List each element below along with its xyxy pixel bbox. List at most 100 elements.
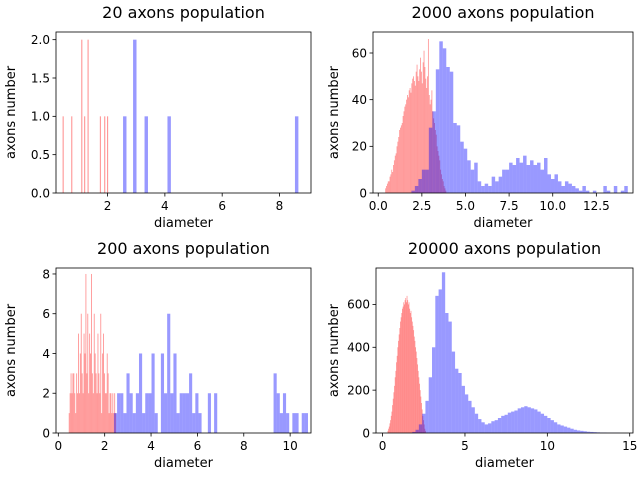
bar (411, 317, 413, 433)
y-tick-label: 1.5 (31, 71, 50, 85)
bar (126, 373, 130, 433)
bar (620, 190, 625, 193)
bar (409, 88, 411, 193)
bar (104, 116, 106, 193)
bar (516, 158, 520, 193)
bar (401, 313, 403, 433)
bar (167, 116, 171, 193)
bar (415, 351, 417, 433)
bar (324, 413, 327, 433)
bar (399, 328, 401, 433)
bar (446, 67, 450, 193)
bar (414, 81, 415, 193)
chart-title: 2000 axons population (411, 3, 594, 22)
bar (435, 134, 437, 193)
bar (398, 137, 400, 193)
bar (392, 172, 394, 193)
bar (606, 190, 611, 193)
bar (399, 130, 401, 193)
bar (386, 183, 388, 193)
bar (567, 427, 571, 433)
bar (419, 383, 420, 433)
bar (435, 295, 439, 433)
bar (406, 99, 408, 193)
y-tick-label: 0 (42, 426, 50, 440)
bar (422, 413, 426, 433)
bar (396, 362, 397, 433)
bar (115, 413, 117, 433)
bar (530, 160, 534, 193)
bar (394, 385, 395, 433)
bar (425, 169, 429, 193)
y-tick-label: 8 (42, 267, 50, 281)
bar (68, 413, 70, 433)
bar (111, 413, 113, 433)
bar (624, 186, 628, 193)
bar (86, 373, 88, 433)
bar (560, 425, 564, 433)
bar (432, 347, 436, 433)
bar (578, 190, 583, 193)
bar (436, 146, 438, 193)
bar (94, 353, 96, 433)
bar (419, 69, 421, 193)
bar (133, 39, 137, 193)
bar (442, 48, 447, 193)
bar (179, 393, 183, 433)
y-tick-label: 0.5 (31, 148, 50, 162)
x-tick-label: 12.5 (583, 199, 610, 213)
bar (433, 118, 435, 193)
bar (425, 78, 427, 193)
bar (113, 413, 118, 433)
bar (342, 413, 345, 433)
x-tick-label: 0 (379, 439, 387, 453)
bar (75, 413, 77, 433)
bar (533, 165, 538, 193)
bar (89, 333, 91, 433)
bar (100, 313, 102, 433)
bar (398, 334, 400, 433)
bar (554, 174, 558, 193)
bar (570, 428, 574, 433)
bar (441, 174, 442, 193)
bar (76, 373, 78, 433)
bar (519, 162, 524, 193)
x-tick-label: 8 (240, 439, 248, 453)
bar (295, 413, 299, 433)
bar (530, 408, 535, 433)
bar (540, 169, 545, 193)
bar (441, 272, 446, 433)
bar (514, 410, 518, 433)
bar (405, 298, 407, 433)
y-axis-label: axons number (4, 65, 19, 159)
bar (564, 181, 569, 193)
bar (491, 176, 496, 193)
bar (432, 111, 434, 193)
y-tick-label: 200 (347, 383, 370, 397)
bars-1 (385, 39, 628, 193)
bar (478, 419, 482, 433)
bar (498, 176, 503, 193)
bar (389, 423, 391, 433)
bar (403, 302, 405, 433)
x-tick-label: 7.5 (500, 199, 519, 213)
bar (397, 347, 399, 433)
bar (87, 313, 89, 433)
bars-3 (387, 272, 620, 433)
bar (109, 393, 111, 433)
bar (413, 336, 415, 433)
bar (553, 422, 558, 433)
bar (91, 373, 93, 433)
bar (571, 186, 576, 193)
bar (71, 393, 73, 433)
bar (407, 300, 409, 433)
bar (79, 353, 81, 433)
bar (448, 321, 452, 433)
bar (132, 413, 136, 433)
bar (192, 413, 196, 433)
bar (129, 393, 133, 433)
y-tick-label: 6 (42, 307, 50, 321)
x-tick-label: 5.0 (456, 199, 475, 213)
bar (355, 413, 358, 433)
